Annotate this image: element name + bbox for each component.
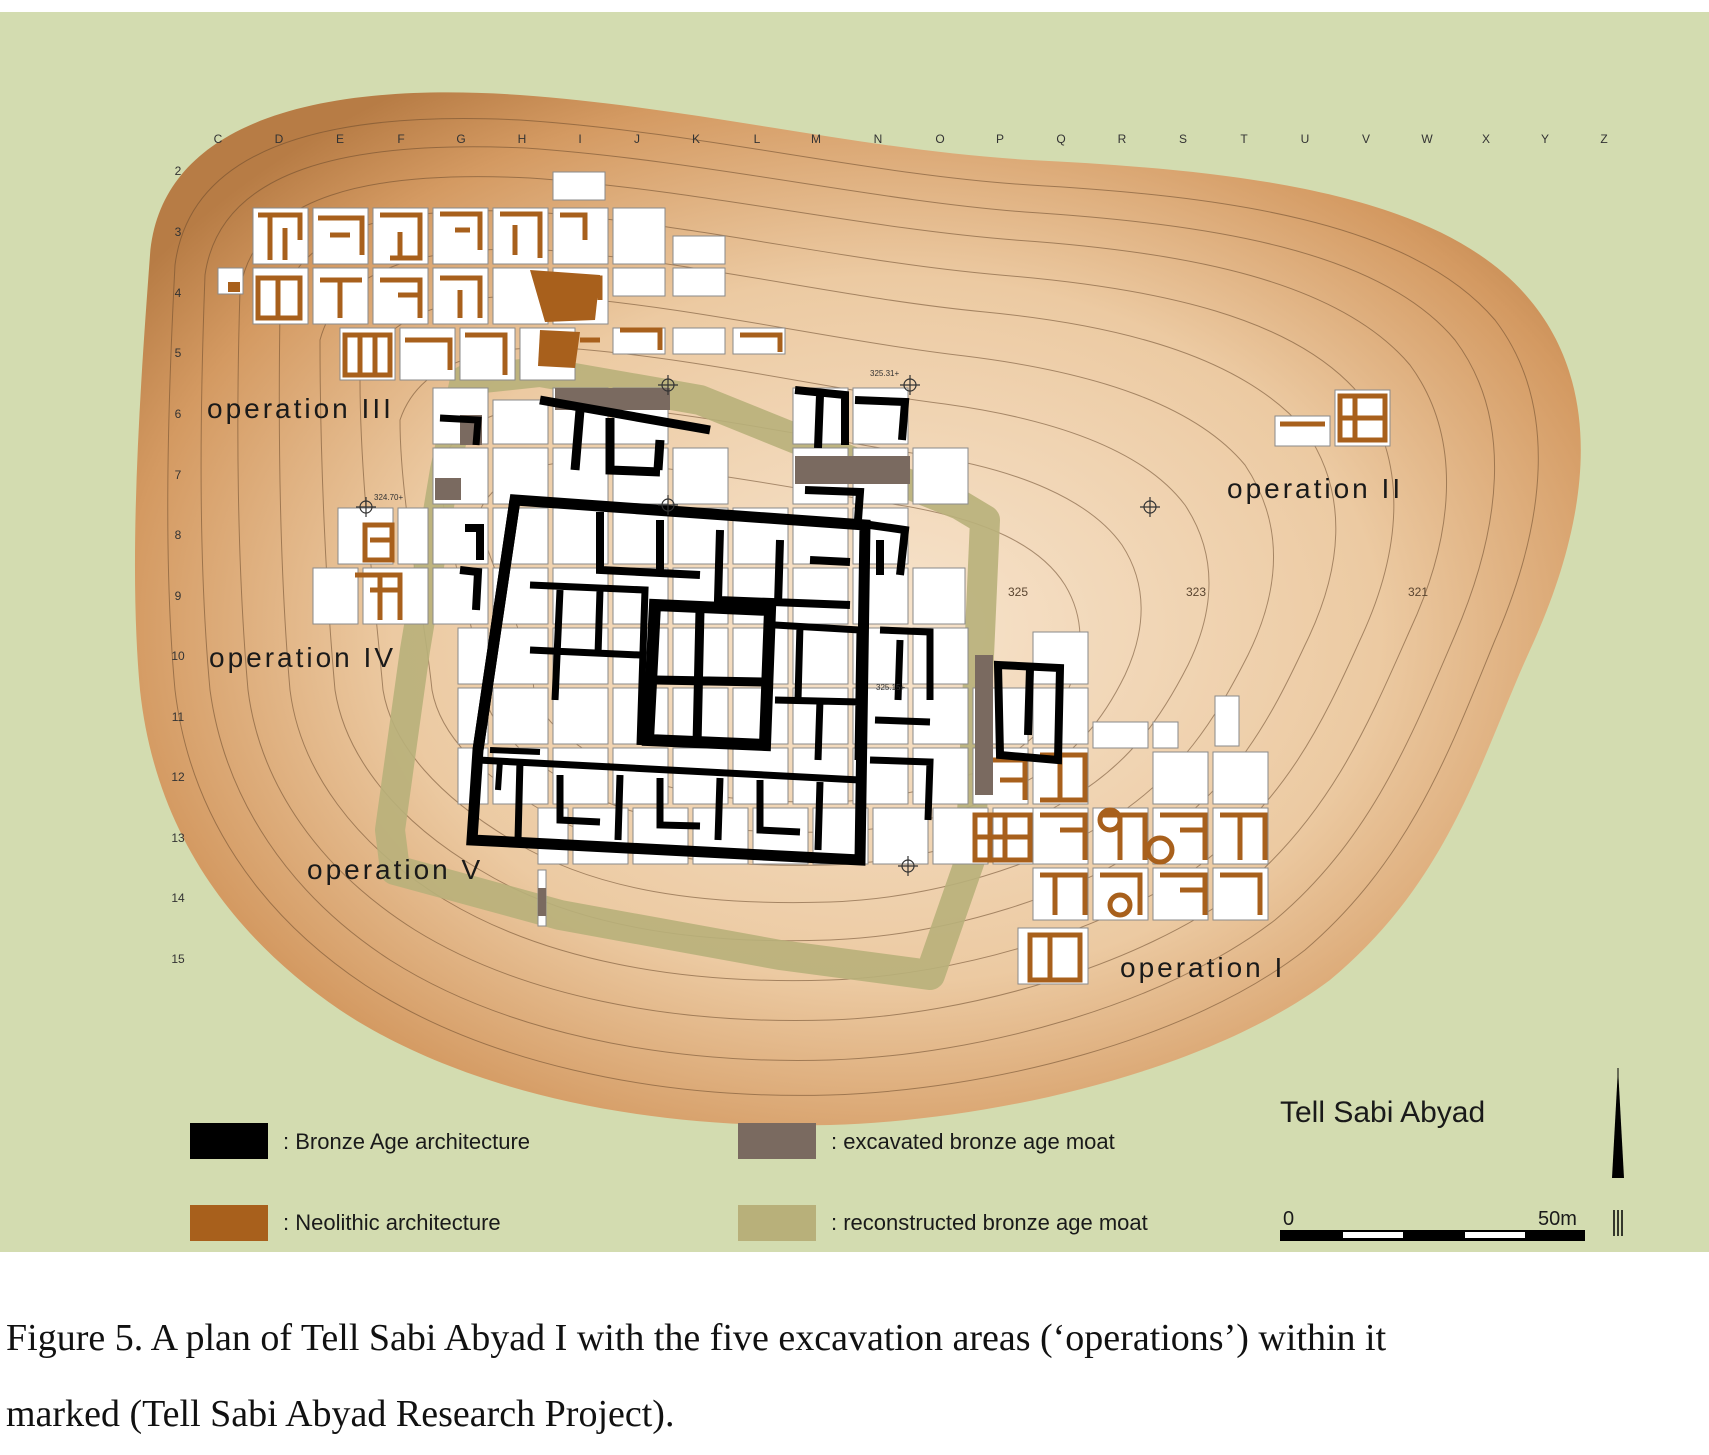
- grid-column-label: N: [874, 132, 883, 146]
- operation-label-iii: operation III: [207, 393, 394, 424]
- survey-markers: [356, 375, 1160, 876]
- legend-label: : excavated bronze age moat: [831, 1129, 1115, 1154]
- legend-swatch-reconstructed-moat: [738, 1205, 816, 1241]
- survey-marker-icon: [900, 375, 920, 395]
- scale-end-label: 50m: [1538, 1208, 1577, 1230]
- grid-column-label: F: [397, 132, 404, 146]
- figure-caption: Figure 5. A plan of Tell Sabi Abyad I wi…: [6, 1300, 1696, 1452]
- operation-label-v: operation V: [307, 854, 483, 885]
- grid-column-label: X: [1482, 132, 1490, 146]
- operation-label-ii: operation II: [1227, 473, 1403, 504]
- contour-label: 325: [1008, 585, 1028, 599]
- neolithic-architecture: [255, 211, 1388, 983]
- grid-column-labels: C D E F G H I J K L M N O P Q R S T U V …: [214, 132, 1608, 146]
- reconstructed-moat: [375, 357, 1000, 990]
- grid-column-label: U: [1301, 132, 1310, 146]
- grid-row-label: 13: [171, 831, 185, 845]
- legend-label: : Neolithic architecture: [283, 1210, 501, 1235]
- grid-column-label: C: [214, 132, 223, 146]
- site-plan-map: 325.31+ 324.70+ 325.15+ C D E F G H I J …: [0, 12, 1709, 1252]
- grid-row-label: 6: [175, 407, 182, 421]
- legend-swatch-excavated-moat: [738, 1123, 816, 1159]
- legend-swatch-bronze-age: [190, 1123, 268, 1159]
- grid-column-label: R: [1118, 132, 1127, 146]
- grid-column-label: T: [1240, 132, 1248, 146]
- legend-label: : Bronze Age architecture: [283, 1129, 530, 1154]
- operation-label-i: operation I: [1120, 952, 1285, 983]
- legend-label: : reconstructed bronze age moat: [831, 1210, 1148, 1235]
- contour-label: 321: [1408, 585, 1428, 599]
- grid-row-label: 7: [175, 468, 182, 482]
- elevation-label: 325.15+: [876, 683, 905, 692]
- grid-row-labels: 2 3 4 5 6 7 8 9 10 11 12 13 14 15: [171, 164, 185, 966]
- grid-column-label: M: [811, 132, 821, 146]
- grid-column-label: D: [275, 132, 284, 146]
- caption-line-1: Figure 5. A plan of Tell Sabi Abyad I wi…: [6, 1317, 1387, 1359]
- bronze-age-architecture: [439, 386, 1065, 866]
- grid-row-label: 8: [175, 528, 182, 542]
- scale-start-label: 0: [1283, 1208, 1294, 1230]
- neolithic-fill: [228, 270, 600, 368]
- grid-row-label: 11: [172, 710, 185, 724]
- contour-label: 323: [1186, 585, 1206, 599]
- grid-row-label: 14: [171, 891, 185, 905]
- grid-column-label: Z: [1600, 132, 1607, 146]
- map-title: Tell Sabi Abyad: [1280, 1096, 1485, 1129]
- grid-column-label: W: [1421, 132, 1433, 146]
- elevation-labels: 325.31+ 324.70+ 325.15+: [374, 369, 905, 692]
- grid-column-label: K: [692, 132, 700, 146]
- grid-column-label: S: [1179, 132, 1187, 146]
- grid-column-label: O: [935, 132, 944, 146]
- grid-column-label: Q: [1056, 132, 1065, 146]
- caption-line-2: marked (Tell Sabi Abyad Research Project…: [6, 1393, 675, 1435]
- grid-row-label: 4: [175, 286, 182, 300]
- grid-row-label: 9: [175, 589, 182, 603]
- north-arrow-icon: [1612, 1068, 1624, 1236]
- survey-marker-icon: [1140, 497, 1160, 517]
- survey-marker-icon: [898, 856, 918, 876]
- grid-column-label: Y: [1541, 132, 1549, 146]
- grid-column-label: G: [456, 132, 465, 146]
- elevation-label: 324.70+: [374, 493, 403, 502]
- elevation-label: 325.31+: [870, 369, 899, 378]
- grid-column-label: L: [754, 132, 761, 146]
- grid-column-label: E: [336, 132, 344, 146]
- grid-row-label: 5: [175, 346, 182, 360]
- legend-swatch-neolithic: [190, 1205, 268, 1241]
- grid-row-label: 3: [175, 225, 182, 239]
- survey-marker-icon: [356, 497, 376, 517]
- grid-row-label: 15: [171, 952, 185, 966]
- grid-column-label: P: [996, 132, 1004, 146]
- scale-bar: 0 50m: [1280, 1208, 1585, 1241]
- grid-row-label: 2: [175, 164, 182, 178]
- grid-column-label: H: [518, 132, 527, 146]
- legend: : Bronze Age architecture : excavated br…: [190, 1123, 1148, 1241]
- operation-label-iv: operation IV: [209, 642, 396, 673]
- survey-marker-icon: [658, 495, 678, 515]
- survey-marker-icon: [658, 375, 678, 395]
- contour-elevation-labels: 325 323 321: [1008, 585, 1428, 599]
- grid-row-label: 10: [171, 649, 185, 663]
- operation-labels: operation III operation II operation IV …: [207, 393, 1403, 983]
- grid-column-label: J: [634, 132, 640, 146]
- grid-column-label: V: [1362, 132, 1370, 146]
- grid-row-label: 12: [171, 770, 185, 784]
- grid-column-label: I: [578, 132, 581, 146]
